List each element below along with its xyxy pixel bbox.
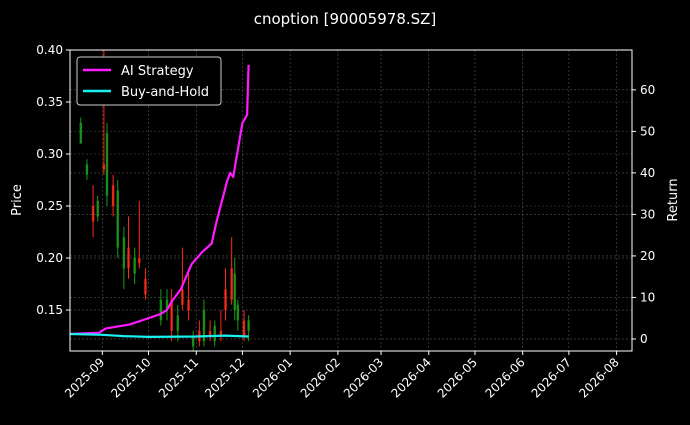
candle-body — [233, 273, 236, 311]
candle-body — [96, 200, 99, 217]
candle-body — [79, 122, 82, 144]
y-axis-right: 0 10 20 30 40 50 60 — [632, 83, 655, 346]
y-tick-label-right: 10 — [640, 290, 655, 304]
y-tick-label-right: 60 — [640, 83, 655, 97]
candle-body — [213, 325, 216, 342]
x-axis: 2025-09 2025-10 2025-11 2025-12 2026-01 2026-… — [62, 351, 622, 401]
legend: AI Strategy Buy-and-Hold — [76, 56, 222, 106]
candle-body — [105, 133, 109, 196]
lines — [69, 64, 250, 338]
y-tick-label-left: 0.35 — [36, 95, 63, 109]
legend-box — [76, 56, 222, 106]
x-tick-label: 2026-06 — [482, 355, 527, 400]
x-tick-label: 2025-10 — [108, 355, 153, 400]
y-tick-label-left: 0.30 — [36, 147, 63, 161]
candle-body — [159, 299, 163, 321]
candle-body — [191, 336, 195, 347]
y-tick-label-left: 0.25 — [36, 199, 63, 213]
x-tick-label: 2026-08 — [576, 355, 621, 400]
x-tick-label: 2025-11 — [156, 355, 201, 400]
candle-body — [102, 164, 106, 170]
x-tick-label: 2026-01 — [250, 355, 295, 400]
candle-body — [219, 330, 223, 337]
candle-body — [127, 247, 130, 269]
x-tick-label: 2026-04 — [389, 355, 434, 400]
candle-body — [144, 278, 147, 295]
candle-body — [230, 268, 233, 300]
y-tick-label-right: 0 — [640, 332, 648, 346]
plot-frame — [69, 49, 633, 352]
legend-label-strategy: AI Strategy — [121, 64, 194, 79]
candle-body — [116, 190, 119, 248]
y-tick-label-left: 0.15 — [36, 303, 63, 317]
chart-title: cnoption [90005978.SZ] — [254, 10, 437, 28]
candle-body — [202, 310, 206, 342]
series-line-ai-strategy — [69, 64, 250, 336]
candle-body — [138, 258, 141, 264]
candle-body — [242, 320, 246, 337]
x-tick-label: 2026-02 — [298, 355, 343, 400]
candle-body — [165, 299, 169, 311]
candle-body — [91, 206, 95, 222]
x-tick-label: 2025-09 — [62, 355, 107, 400]
x-tick-label: 2026-03 — [341, 355, 386, 400]
y-tick-label-right: 40 — [640, 166, 655, 180]
candle-body — [111, 185, 115, 207]
candle-body — [176, 315, 179, 331]
y-tick-label-left: 0.40 — [36, 43, 63, 57]
candle-body — [224, 289, 227, 311]
candle-body — [122, 237, 126, 269]
y-tick-label-right: 30 — [640, 207, 655, 221]
candle-body — [236, 304, 240, 321]
candle-body — [247, 320, 250, 331]
y-label-right: Return — [666, 178, 681, 221]
y-tick-label-left: 0.20 — [36, 251, 63, 265]
y-axis-left: 0.15 0.20 0.25 0.30 0.35 0.40 — [36, 43, 70, 317]
y-tick-label-right: 20 — [640, 249, 655, 263]
candle-body — [170, 299, 173, 331]
legend-label-buyhold: Buy-and-Hold — [121, 85, 209, 100]
y-tick-label-right: 50 — [640, 124, 655, 138]
y-label-left: Price — [10, 184, 25, 216]
x-tick-label: 2026-05 — [435, 355, 480, 400]
series-line-buy-and-hold — [69, 332, 249, 338]
x-tick-label: 2026-07 — [529, 355, 574, 400]
candle-body — [208, 330, 212, 337]
x-tick-label: 2025-12 — [202, 355, 247, 400]
candle-body — [181, 289, 184, 305]
candle-body — [85, 164, 89, 175]
candle-body — [187, 299, 190, 311]
candle-body — [133, 258, 136, 274]
